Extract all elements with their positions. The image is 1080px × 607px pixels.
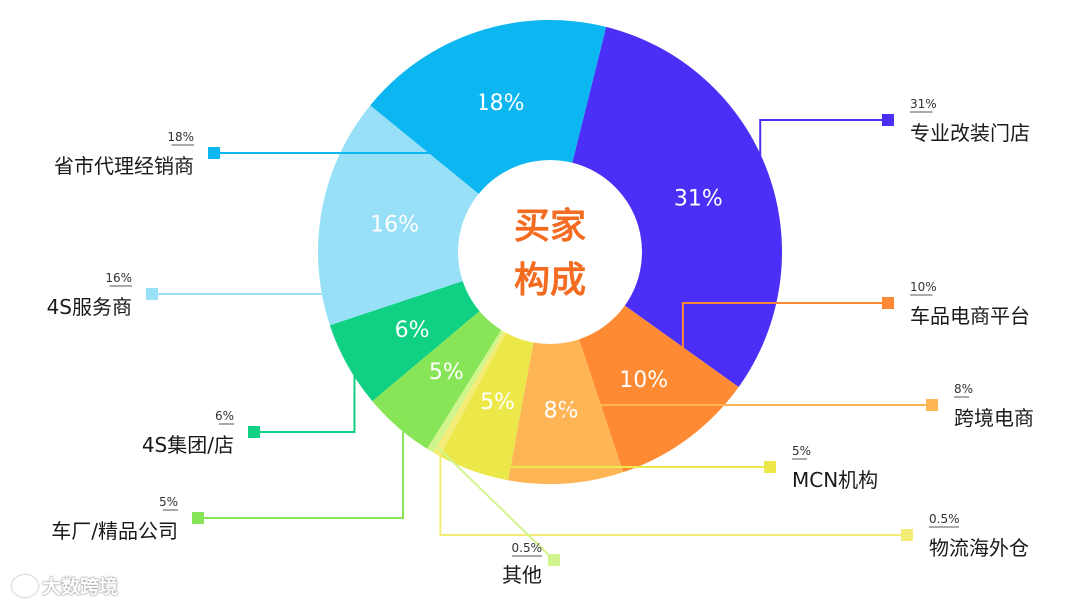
slice-0-callout-name: 专业改装门店 — [910, 121, 1030, 145]
slice-0-marker — [882, 114, 894, 126]
slice-9-value-label: 18% — [476, 91, 525, 116]
watermark-icon — [12, 574, 38, 597]
slice-7-callout-name: 4S集团/店 — [142, 433, 234, 457]
slice-0-wedge — [550, 26, 783, 388]
slice-6-value-label: 5% — [429, 360, 464, 385]
slice-0-callout-percent: 31% — [910, 97, 937, 111]
slice-3-value-label: 5% — [480, 390, 515, 415]
slice-2-leader-line — [564, 404, 932, 476]
slice-6-leader-line — [198, 421, 405, 519]
slice-4-callout-name: 物流海外仓 — [929, 536, 1029, 560]
slice-9-marker — [208, 147, 220, 159]
callout-lines — [152, 39, 932, 561]
slice-8-callout-percent: 16% — [105, 271, 132, 285]
callout-labels: 31% 专业改装门店 10% 车品电商平台 8% 跨境电商 5% MCN机构 0.5% 物流海外仓… — [47, 97, 1034, 587]
slice-2-wedge — [508, 252, 624, 485]
slice-3-callout-percent: 5% — [792, 444, 811, 458]
slice-2-callout-name: 跨境电商 — [954, 406, 1034, 430]
slice-7-leader-line — [254, 361, 356, 433]
slice-0-leader-line — [759, 119, 888, 175]
slice-8-value-label: 16% — [370, 212, 419, 237]
slice-9-callout-percent: 18% — [167, 130, 194, 144]
watermark-logo: 大数跨境 — [12, 572, 118, 599]
slice-0-value-label: 31% — [674, 186, 723, 211]
slice-1-callout-name: 车品电商平台 — [910, 304, 1030, 328]
slice-2-value-label: 8% — [544, 399, 579, 424]
slice-1-marker — [882, 297, 894, 309]
donut-hole — [458, 160, 642, 344]
slice-8-callout-name: 4S服务商 — [47, 295, 132, 319]
slice-6-callout-name: 车厂/精品公司 — [51, 519, 178, 543]
slice-7-callout-percent: 6% — [215, 409, 234, 423]
slice-7-marker — [248, 426, 260, 438]
center-title-line-1: 买家 — [514, 206, 586, 247]
slice-5-callout-name: 其他 — [502, 563, 542, 587]
slice-6-callout-percent: 5% — [159, 495, 178, 509]
slice-4-leader-line — [439, 447, 907, 536]
slice-8-leader-line — [152, 211, 331, 295]
slice-2-marker — [926, 399, 938, 411]
slice-1-callout-percent: 10% — [910, 280, 937, 294]
slice-1-leader-line — [681, 302, 888, 433]
slice-7-value-label: 6% — [395, 318, 430, 343]
slice-4-marker — [901, 529, 913, 541]
slice-6-marker — [192, 512, 204, 524]
slice-3-callout-name: MCN机构 — [792, 468, 878, 492]
slice-5-marker — [548, 554, 560, 566]
slice-9-leader-line — [214, 39, 481, 154]
slice-8-marker — [146, 288, 158, 300]
slice-5-leader-line — [433, 443, 555, 561]
slice-1-value-label: 10% — [619, 368, 668, 393]
slice-3-marker — [764, 461, 776, 473]
center-title-line-2: 构成 — [514, 260, 586, 301]
slice-9-callout-name: 省市代理经销商 — [54, 154, 194, 178]
slice-2-callout-percent: 8% — [954, 382, 973, 396]
slice-5-callout-percent: 0.5% — [512, 541, 543, 555]
slice-4-callout-percent: 0.5% — [929, 512, 960, 526]
watermark-text: 大数跨境 — [42, 576, 119, 598]
